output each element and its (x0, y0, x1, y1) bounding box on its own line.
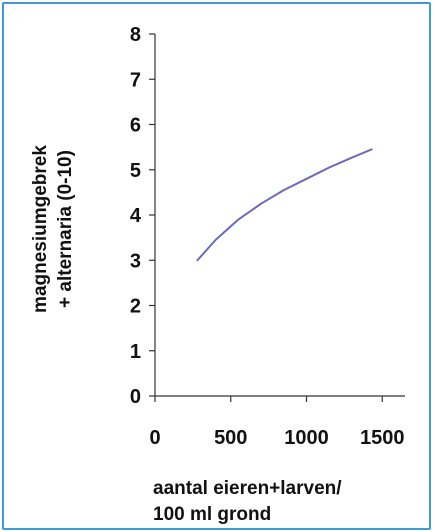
y-axis-title-line: + alternaria (0-10) (55, 150, 76, 308)
y-tick-label: 1 (130, 341, 141, 363)
y-tick-label: 3 (130, 250, 141, 272)
y-tick-label: 7 (130, 69, 141, 91)
y-tick-label: 6 (130, 115, 141, 137)
y-axis-ticks: 0 1 2 3 4 5 6 7 8 (130, 24, 155, 408)
x-tick-label: 500 (214, 427, 247, 449)
y-tick-label: 0 (130, 386, 141, 408)
x-axis-title-line: 100 ml grond (153, 504, 271, 525)
y-tick-label: 5 (130, 160, 141, 182)
y-axis-title: magnesiumgebrek + alternaria (0-10) (30, 145, 76, 313)
x-axis-title-line: aantal eieren+larven/ (153, 478, 342, 499)
y-tick-label: 8 (130, 24, 141, 46)
y-tick-label: 2 (130, 296, 141, 318)
x-tick-label: 1500 (360, 427, 405, 449)
x-axis-ticks: 0 500 1000 1500 (149, 396, 405, 449)
x-tick-label: 0 (149, 427, 160, 449)
series-line (196, 148, 373, 262)
chart-frame (2, 2, 431, 530)
y-axis-title-line: magnesiumgebrek (30, 145, 51, 313)
x-tick-label: 1000 (284, 427, 329, 449)
series-group (196, 148, 373, 262)
x-axis-title: aantal eieren+larven/100 ml grond (153, 478, 342, 525)
y-tick-label: 4 (130, 205, 142, 227)
